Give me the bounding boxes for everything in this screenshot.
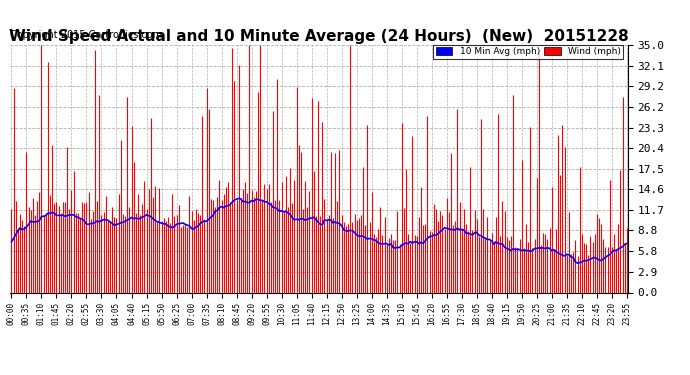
Title: Wind Speed Actual and 10 Minute Average (24 Hours)  (New)  20151228: Wind Speed Actual and 10 Minute Average … xyxy=(9,29,629,44)
Text: Copyright 2015 Cartronics.com: Copyright 2015 Cartronics.com xyxy=(10,30,162,40)
Legend: 10 Min Avg (mph), Wind (mph): 10 Min Avg (mph), Wind (mph) xyxy=(433,45,623,59)
